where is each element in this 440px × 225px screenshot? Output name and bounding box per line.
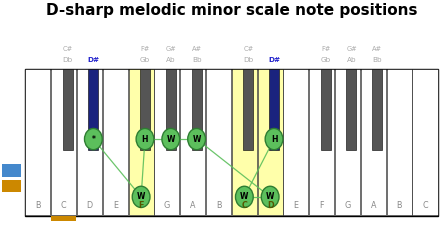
Text: A#: A# xyxy=(191,45,202,52)
Text: Bb: Bb xyxy=(192,57,202,63)
Bar xyxy=(309,69,334,215)
Bar xyxy=(321,69,330,150)
Bar xyxy=(372,69,382,150)
Text: D#: D# xyxy=(268,57,280,63)
Bar xyxy=(412,69,437,215)
Text: F: F xyxy=(139,201,144,210)
Text: D: D xyxy=(86,201,92,210)
Text: F#: F# xyxy=(321,45,330,52)
Text: G: G xyxy=(345,201,351,210)
Bar xyxy=(103,69,128,215)
Bar xyxy=(387,69,412,215)
Text: A#: A# xyxy=(372,45,382,52)
Bar xyxy=(26,69,51,215)
Text: C#: C# xyxy=(243,45,253,52)
Text: F: F xyxy=(319,201,324,210)
Bar xyxy=(258,69,282,215)
Bar xyxy=(51,216,76,221)
Text: H: H xyxy=(142,135,148,144)
Text: W: W xyxy=(192,135,201,144)
Text: Bb: Bb xyxy=(372,57,382,63)
Text: G: G xyxy=(164,201,170,210)
Circle shape xyxy=(265,128,283,150)
Text: C: C xyxy=(242,201,247,210)
Text: W: W xyxy=(266,192,275,201)
Circle shape xyxy=(132,186,150,207)
Text: W: W xyxy=(240,192,249,201)
Bar xyxy=(166,69,176,150)
Text: G#: G# xyxy=(165,45,176,52)
Text: E: E xyxy=(293,201,298,210)
Text: Gb: Gb xyxy=(320,57,331,63)
Bar xyxy=(232,69,257,215)
Bar xyxy=(346,69,356,150)
Bar xyxy=(2,164,21,177)
Text: A: A xyxy=(190,201,195,210)
Text: G#: G# xyxy=(346,45,357,52)
Bar xyxy=(154,69,180,215)
Bar xyxy=(77,69,102,215)
Circle shape xyxy=(162,128,180,150)
Bar xyxy=(2,180,21,192)
Bar xyxy=(128,69,154,215)
Bar xyxy=(335,69,360,215)
Bar xyxy=(51,69,76,215)
Text: B: B xyxy=(216,201,221,210)
Text: Ab: Ab xyxy=(166,57,176,63)
Text: E: E xyxy=(113,201,118,210)
Text: W: W xyxy=(167,135,175,144)
Text: C: C xyxy=(422,201,428,210)
Bar xyxy=(140,69,150,150)
Text: B: B xyxy=(35,201,40,210)
Bar xyxy=(25,69,438,216)
Bar xyxy=(192,69,202,150)
Bar xyxy=(243,69,253,150)
Bar xyxy=(206,69,231,215)
Text: D-sharp melodic minor scale note positions: D-sharp melodic minor scale note positio… xyxy=(46,3,417,18)
Bar xyxy=(361,69,386,215)
Text: C: C xyxy=(61,201,66,210)
Text: W: W xyxy=(137,192,145,201)
Circle shape xyxy=(84,128,102,150)
Text: D#: D# xyxy=(87,57,99,63)
Text: basicmusictheory.com: basicmusictheory.com xyxy=(9,85,14,140)
Circle shape xyxy=(136,128,154,150)
Circle shape xyxy=(188,128,205,150)
Text: *: * xyxy=(92,135,95,144)
Text: Ab: Ab xyxy=(347,57,356,63)
Text: Db: Db xyxy=(243,57,253,63)
Text: H: H xyxy=(271,135,277,144)
Bar xyxy=(88,69,98,150)
Bar xyxy=(283,69,308,215)
Text: F#: F# xyxy=(140,45,150,52)
Circle shape xyxy=(261,186,279,207)
Circle shape xyxy=(235,186,253,207)
Bar xyxy=(180,69,205,215)
Text: B: B xyxy=(396,201,402,210)
Text: D: D xyxy=(267,201,274,210)
Bar xyxy=(62,69,73,150)
Text: Gb: Gb xyxy=(140,57,150,63)
Bar xyxy=(269,69,279,150)
Text: Db: Db xyxy=(62,57,73,63)
Text: A: A xyxy=(370,201,376,210)
Text: C#: C# xyxy=(62,45,73,52)
